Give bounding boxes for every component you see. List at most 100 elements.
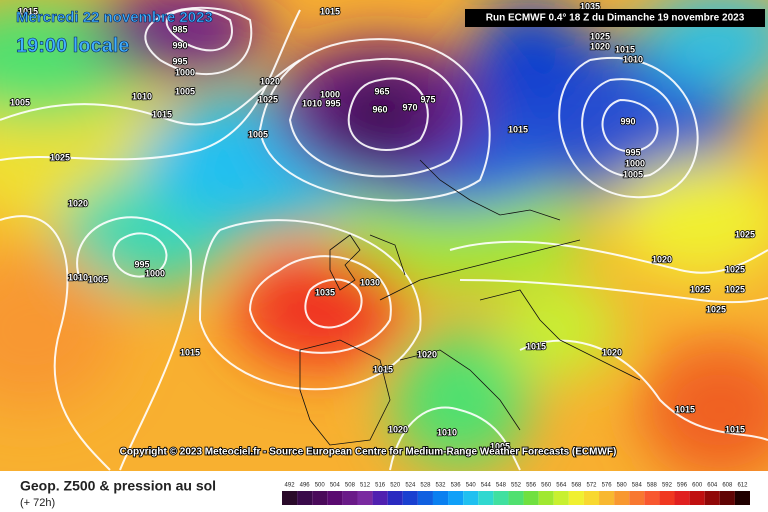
isobar-label: 1015 <box>526 341 546 351</box>
isobar-label: 1005 <box>490 441 510 451</box>
time: 19:00 locale <box>16 35 129 57</box>
isobar-label: 990 <box>172 40 187 50</box>
isobar-label: 1020 <box>260 76 280 86</box>
scale-label: 604 <box>707 483 718 489</box>
scale-label: 520 <box>390 483 401 489</box>
isobar-label: 1025 <box>590 31 610 41</box>
scale-label: 612 <box>737 483 748 489</box>
scale-label: 544 <box>481 483 492 489</box>
isobar-label: 1005 <box>175 86 195 96</box>
scale-label: 564 <box>556 483 567 489</box>
isobar-label: 1015 <box>373 364 393 374</box>
isobar-label: 995 <box>172 56 187 66</box>
scale-swatch <box>523 491 539 505</box>
scale-label: 496 <box>300 483 311 489</box>
isobar-label: 1025 <box>690 284 710 294</box>
isobars <box>0 6 768 471</box>
isobar-label: 1025 <box>725 284 745 294</box>
scale-label: 560 <box>541 483 552 489</box>
scale-label: 500 <box>315 483 326 489</box>
scale-label: 576 <box>602 483 613 489</box>
scale-label: 548 <box>496 483 507 489</box>
scale-swatch <box>357 491 373 505</box>
scale-swatch <box>432 491 449 505</box>
scale-swatch <box>719 491 735 505</box>
scale-label: 556 <box>526 483 537 489</box>
scale-label: 572 <box>586 483 597 489</box>
isobar-label: 1020 <box>652 254 672 264</box>
isobar-label: 1005 <box>88 274 108 284</box>
scale-label: 508 <box>345 483 356 489</box>
isobar-label: 1010 <box>132 91 152 101</box>
isobar-label: 1025 <box>258 94 278 104</box>
isobar-label: 1000 <box>625 158 645 168</box>
scale-label: 552 <box>511 483 522 489</box>
scale-swatch <box>282 491 298 505</box>
scale-swatch <box>297 491 313 505</box>
isobar-label: 1015 <box>320 6 340 16</box>
scale-swatch <box>674 491 690 505</box>
isobar-label: 1000 <box>320 89 340 99</box>
scale-swatch <box>599 491 615 505</box>
scale-swatch <box>493 491 509 505</box>
scale-swatch <box>402 491 418 505</box>
scale-swatch <box>704 491 720 505</box>
scale-label: 524 <box>405 483 416 489</box>
isobar-label: 1015 <box>725 424 745 434</box>
scale-label: 504 <box>330 483 341 489</box>
isobar-label: 1000 <box>145 268 165 278</box>
isobar-label: 1020 <box>417 349 437 359</box>
isobar-label: 1005 <box>623 169 643 179</box>
scale-swatch <box>614 491 630 505</box>
footer-title: Geop. Z500 & pression au sol <box>20 478 216 494</box>
scale-label: 512 <box>360 483 371 489</box>
scale-label: 540 <box>466 483 477 489</box>
scale-swatch <box>568 491 584 505</box>
scale-swatch <box>659 491 675 505</box>
date: Mercredi 22 novembre 2023 <box>16 9 213 26</box>
isobar-label: 1015 <box>675 404 695 414</box>
scale-label: 568 <box>571 483 582 489</box>
isobar-label: 975 <box>420 94 435 104</box>
isobar-label: 1015 <box>18 6 38 16</box>
scale-swatch <box>342 491 358 505</box>
isobar-label: 1015 <box>180 347 200 357</box>
isobar-label: 1020 <box>68 198 88 208</box>
isobar-label: 1025 <box>50 152 70 162</box>
scale-swatch <box>387 491 403 505</box>
isobar-label: 1025 <box>725 264 745 274</box>
scale-label: 580 <box>617 483 628 489</box>
scale-label: 600 <box>692 483 703 489</box>
scale-label: 536 <box>451 483 462 489</box>
isobar-label: 965 <box>374 86 389 96</box>
isobar-label: 1015 <box>508 124 528 134</box>
scale-swatch <box>629 491 645 505</box>
isobar-label: 1010 <box>68 272 88 282</box>
isobar-label: 995 <box>625 147 640 157</box>
isobar-label: 1005 <box>248 129 268 139</box>
isobar-label: 960 <box>372 104 387 114</box>
isobar-label: 1020 <box>590 41 610 51</box>
scale-label: 492 <box>285 483 296 489</box>
isobar-label: 1000 <box>175 67 195 77</box>
isobar-labels: 1015 101598599099510001005101010151005102… <box>9 1 756 453</box>
scale-swatch <box>508 491 524 505</box>
scale-label: 588 <box>647 483 658 489</box>
isobar-label: 1015 <box>152 109 172 119</box>
isobar-label: 1020 <box>388 424 408 434</box>
scale-swatch <box>327 491 343 505</box>
scale-swatch <box>644 491 660 505</box>
field: 1015 101598599099510001005101010151005102… <box>0 0 768 471</box>
scale-label: 584 <box>632 483 643 489</box>
isobar-label: 985 <box>172 24 187 34</box>
scale-label: 596 <box>677 483 688 489</box>
isobar-label: 1020 <box>602 347 622 357</box>
isobar-label: 1015 <box>615 44 635 54</box>
color-scale: 492 496 500 504 508 512 516 520 524 528 532 536 540 5… <box>282 483 750 505</box>
isobar-label: 990 <box>620 116 635 126</box>
scale-swatch <box>448 491 464 505</box>
scale-swatch <box>372 491 388 505</box>
scale-label: 516 <box>375 483 386 489</box>
scale-label: 592 <box>662 483 673 489</box>
